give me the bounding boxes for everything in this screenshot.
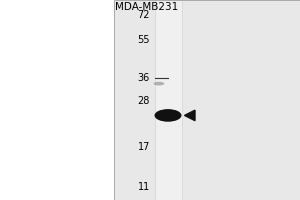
Bar [114,0,300,200]
Text: 72: 72 [137,10,150,20]
Text: 55: 55 [137,35,150,45]
Text: 11: 11 [138,182,150,192]
Ellipse shape [154,82,164,86]
Ellipse shape [154,109,182,122]
Polygon shape [184,110,195,121]
Text: MDA-MB231: MDA-MB231 [116,2,179,12]
Text: 28: 28 [138,96,150,106]
Bar [154,0,182,200]
Text: 17: 17 [138,142,150,152]
Text: 36: 36 [138,73,150,83]
Bar [114,0,300,200]
